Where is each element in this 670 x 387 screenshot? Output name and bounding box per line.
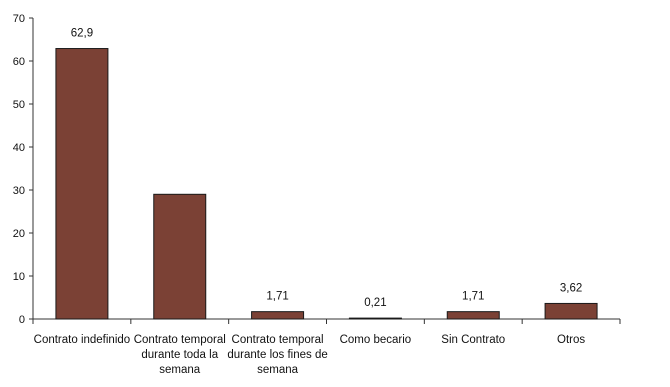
y-tick-label: 30 bbox=[13, 185, 25, 197]
bar bbox=[446, 311, 500, 320]
data-label: 1,71 bbox=[266, 291, 288, 303]
x-tick-label: Contrato indefinido bbox=[34, 334, 131, 346]
bar bbox=[55, 48, 109, 320]
bar bbox=[544, 302, 598, 320]
x-tick-label: Otros bbox=[557, 334, 585, 346]
data-label: 0,21 bbox=[364, 297, 386, 309]
x-tick-label-line: Contrato indefinido bbox=[34, 334, 131, 346]
x-tick-label-line: Contrato temporal bbox=[134, 334, 226, 346]
x-tick-label: Contrato temporal durante los fines de sem… bbox=[227, 334, 327, 376]
y-tick-label: 20 bbox=[13, 228, 25, 240]
x-tick-label-line: Contrato temporal bbox=[232, 334, 324, 346]
bar bbox=[153, 193, 207, 320]
y-tick-label: 0 bbox=[19, 314, 25, 326]
y-tick-label: 50 bbox=[13, 99, 25, 111]
data-label: 1,71 bbox=[462, 291, 484, 303]
data-label: 62,9 bbox=[71, 28, 93, 40]
axes: 0 10 20 30 40 50 60 70 bbox=[13, 13, 621, 326]
bars bbox=[55, 48, 598, 320]
x-tick-label: Sin Contrato bbox=[441, 334, 505, 346]
y-tick-label: 70 bbox=[13, 13, 25, 25]
data-label: 3,62 bbox=[560, 282, 582, 294]
x-tick-label-line: Como becario bbox=[340, 334, 412, 346]
y-tick-label: 10 bbox=[13, 271, 25, 283]
x-tick-label-line: durante los fines de bbox=[227, 349, 327, 361]
x-tick-label-line: Sin Contrato bbox=[441, 334, 505, 346]
x-tick-label-line: semana bbox=[257, 364, 299, 376]
bar bbox=[251, 311, 305, 320]
x-tick-label: Contrato temporal durante toda la semana bbox=[134, 334, 226, 376]
y-tick-label: 40 bbox=[13, 142, 25, 154]
bar bbox=[348, 317, 402, 320]
y-tick-label: 60 bbox=[13, 56, 25, 68]
x-tick-label-line: durante toda la bbox=[141, 349, 218, 361]
x-tick-label-line: semana bbox=[159, 364, 201, 376]
x-tick-label-line: Otros bbox=[557, 334, 585, 346]
x-tick-label: Como becario bbox=[340, 334, 412, 346]
